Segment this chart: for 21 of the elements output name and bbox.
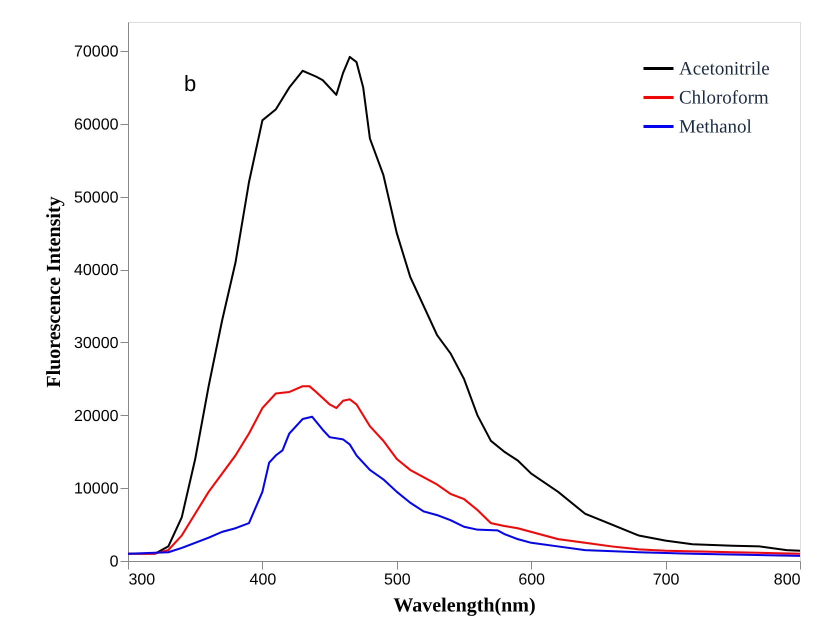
x-axis-title: Wavelength(nm) xyxy=(393,594,536,616)
annotation: b xyxy=(184,71,196,96)
x-tick-label: 300 xyxy=(128,572,156,588)
y-tick-label: 10000 xyxy=(74,480,119,498)
y-tick-label: 0 xyxy=(110,554,119,570)
legend-label: Methanol xyxy=(679,116,752,138)
y-tick-label: 20000 xyxy=(74,408,119,425)
line-series xyxy=(127,416,801,557)
y-tick-label: 70000 xyxy=(74,44,119,61)
y-tick-label: 30000 xyxy=(74,334,119,352)
x-tick-label: 400 xyxy=(250,572,276,588)
y-tick-label: 60000 xyxy=(74,116,119,134)
y-tick-label: 50000 xyxy=(74,189,119,206)
y-tick-label: 40000 xyxy=(74,262,119,280)
x-tick-label: 800 xyxy=(774,572,801,588)
legend-label: Acetonitrile xyxy=(679,58,770,80)
legend-label: Chloroform xyxy=(679,88,769,108)
y-axis-title: Fluorescence Intensity xyxy=(43,196,66,388)
x-tick-label: 600 xyxy=(518,572,546,588)
x-tick-label: 700 xyxy=(652,572,680,588)
x-tick-label: 500 xyxy=(384,572,411,588)
